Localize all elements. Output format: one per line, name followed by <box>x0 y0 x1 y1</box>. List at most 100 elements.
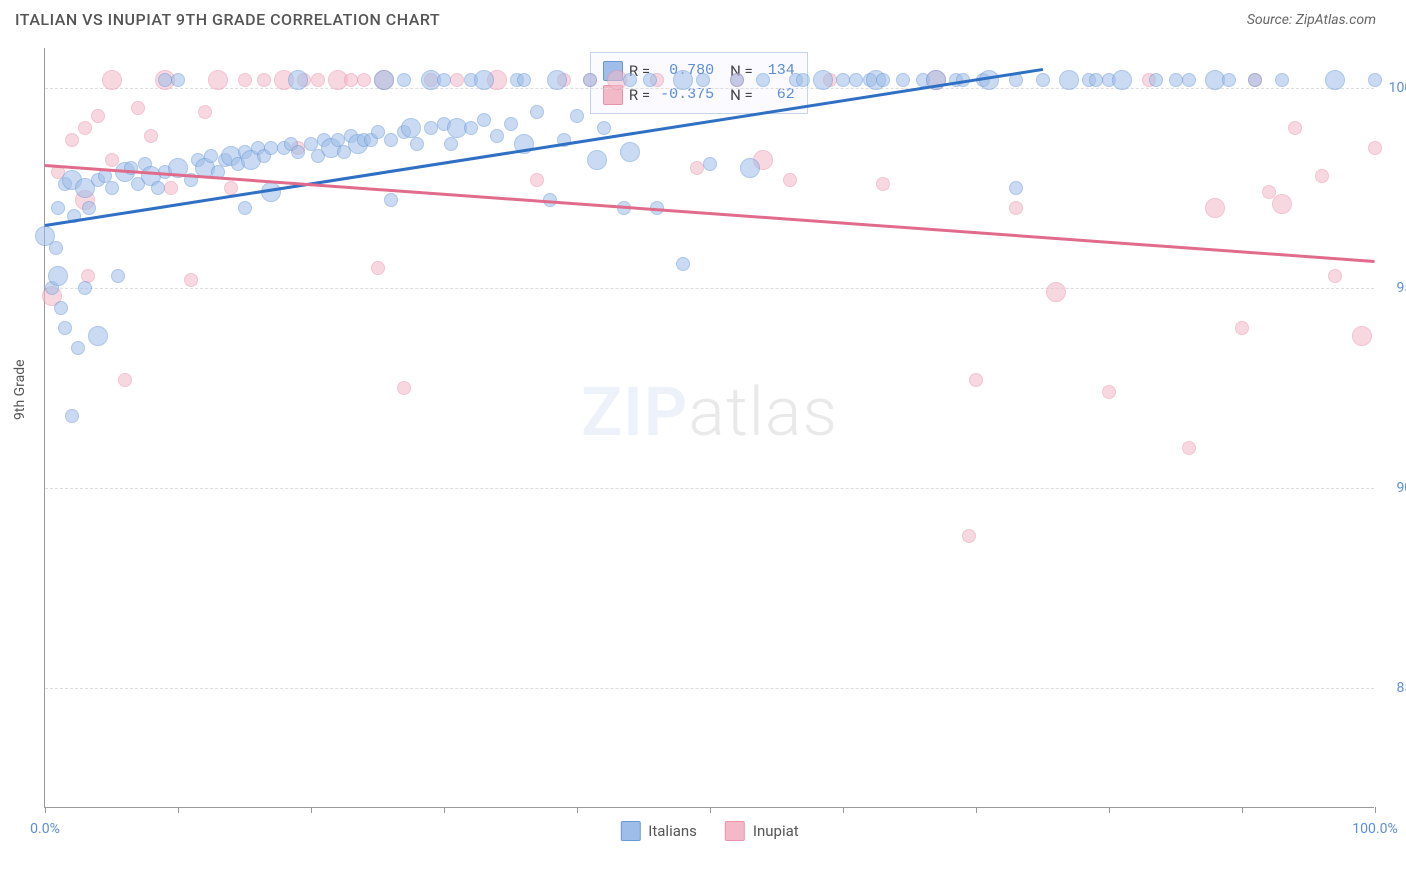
italians-point <box>517 73 531 87</box>
y-tick-label: 90.0% <box>1396 480 1406 496</box>
inupiat-point <box>1315 169 1329 183</box>
italians-point <box>238 201 252 215</box>
italians-point <box>410 137 424 151</box>
inupiat-point <box>1352 326 1372 346</box>
italians-point <box>1112 70 1132 90</box>
x-tick <box>45 807 46 813</box>
italians-point <box>896 73 910 87</box>
x-tick-label: 100.0% <box>1352 821 1397 837</box>
inupiat-point <box>65 133 79 147</box>
inupiat-point <box>1235 321 1249 335</box>
italians-point <box>1368 73 1382 87</box>
x-tick <box>311 807 312 813</box>
italians-point <box>979 70 999 90</box>
italians-point <box>88 326 108 346</box>
gridline <box>45 88 1374 89</box>
italians-point <box>547 70 567 90</box>
italians-point <box>78 281 92 295</box>
italians-point <box>530 105 544 119</box>
inupiat-point <box>144 129 158 143</box>
x-tick <box>976 807 977 813</box>
italians-point <box>1325 70 1345 90</box>
italians-point <box>1036 73 1050 87</box>
x-tick <box>577 807 578 813</box>
y-tick-label: 95.0% <box>1396 280 1406 296</box>
italians-point <box>876 73 890 87</box>
legend-swatch <box>725 821 745 841</box>
italians-point <box>264 141 278 155</box>
italians-point <box>849 73 863 87</box>
italians-point <box>1169 73 1183 87</box>
legend-label: Inupiat <box>753 822 799 840</box>
italians-point <box>384 193 398 207</box>
y-tick-label: 100.0% <box>1389 80 1406 96</box>
y-tick-label: 85.0% <box>1396 680 1406 696</box>
italians-point <box>105 181 119 195</box>
x-tick <box>1375 807 1376 813</box>
series-legend: Italians Inupiat <box>620 821 798 841</box>
italians-point <box>437 73 451 87</box>
italians-point <box>474 70 494 90</box>
italians-point <box>1149 73 1163 87</box>
italians-point <box>1059 70 1079 90</box>
italians-point <box>49 241 63 255</box>
italians-point <box>597 121 611 135</box>
gridline <box>45 688 1374 689</box>
italians-point <box>82 201 96 215</box>
italians-point <box>673 70 693 90</box>
italians-point <box>54 301 68 315</box>
inupiat-point <box>1009 201 1023 215</box>
italians-point <box>1248 73 1262 87</box>
italians-point <box>48 266 68 286</box>
italians-point <box>836 73 850 87</box>
italians-point <box>51 201 65 215</box>
italians-point <box>730 73 744 87</box>
italians-point <box>204 149 218 163</box>
italians-point <box>1009 181 1023 195</box>
italians-point <box>1275 73 1289 87</box>
italians-point <box>490 129 504 143</box>
inupiat-point <box>397 381 411 395</box>
inupiat-point <box>690 161 704 175</box>
x-tick <box>444 807 445 813</box>
inupiat-point <box>530 173 544 187</box>
x-tick <box>178 807 179 813</box>
italians-point <box>504 117 518 131</box>
inupiat-point <box>224 181 238 195</box>
italians-point <box>401 118 421 138</box>
inupiat-point <box>311 73 325 87</box>
inupiat-point <box>1182 441 1196 455</box>
inupiat-point <box>78 121 92 135</box>
inupiat-point <box>184 273 198 287</box>
italians-point <box>1182 73 1196 87</box>
inupiat-point <box>969 373 983 387</box>
watermark: ZIPatlas <box>581 372 838 452</box>
inupiat-point <box>91 109 105 123</box>
italians-point <box>397 73 411 87</box>
italians-point <box>151 181 165 195</box>
italians-point <box>1089 73 1103 87</box>
italians-point <box>291 145 305 159</box>
italians-point <box>424 121 438 135</box>
italians-point <box>696 73 710 87</box>
italians-point <box>620 142 640 162</box>
gridline <box>45 288 1374 289</box>
italians-point <box>1222 73 1236 87</box>
italians-point <box>171 73 185 87</box>
italians-point <box>464 121 478 135</box>
source-attribution: Source: ZipAtlas.com <box>1247 12 1376 28</box>
inupiat-point <box>238 73 252 87</box>
inupiat-point <box>1328 269 1342 283</box>
inupiat-point <box>344 73 358 87</box>
italians-point <box>65 409 79 423</box>
inupiat-point <box>198 105 212 119</box>
italians-point <box>374 70 394 90</box>
italians-point <box>813 70 833 90</box>
legend-item: Italians <box>620 821 697 841</box>
italians-point <box>371 125 385 139</box>
watermark-atlas: atlas <box>688 372 838 452</box>
x-tick <box>1109 807 1110 813</box>
gridline <box>45 488 1374 489</box>
inupiat-point <box>1102 385 1116 399</box>
inupiat-point <box>102 70 122 90</box>
